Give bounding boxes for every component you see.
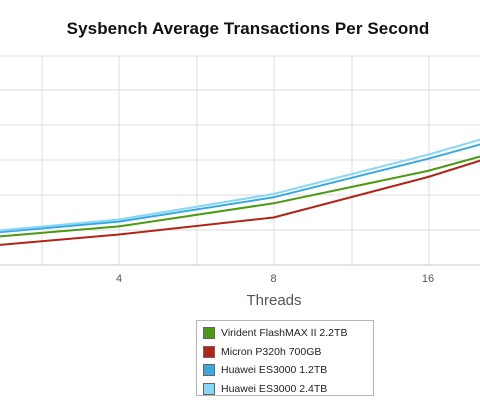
series-line xyxy=(0,159,480,246)
legend-swatch xyxy=(203,345,215,358)
legend-item: Huawei ES3000 1.2TB xyxy=(203,361,373,380)
legend-item: Huawei ES3000 2.4TB xyxy=(203,380,373,399)
legend-item: Micron P320h 700GB xyxy=(203,343,373,362)
x-tick-label: 8 xyxy=(270,273,276,285)
legend-item: Virident FlashMAX II 2.2TB xyxy=(203,324,373,343)
x-tick-label: 4 xyxy=(116,273,122,285)
legend-swatch xyxy=(203,382,215,395)
legend-label: Huawei ES3000 1.2TB xyxy=(221,364,328,377)
series-line xyxy=(0,143,480,234)
legend-label: Huawei ES3000 2.4TB xyxy=(221,382,328,395)
x-tick-label: 16 xyxy=(422,273,434,285)
series-line xyxy=(0,155,480,238)
chart-title: Sysbench Average Transactions Per Second xyxy=(66,19,430,38)
x-tick-labels: 4 8 16 xyxy=(116,273,434,285)
legend-swatch xyxy=(203,327,215,340)
series-lines xyxy=(0,138,480,246)
legend-label: Micron P320h 700GB xyxy=(221,345,322,358)
legend-label: Virident FlashMAX II 2.2TB xyxy=(221,327,348,340)
x-axis-title: Threads xyxy=(246,292,301,309)
series-line xyxy=(0,138,480,232)
legend-swatch xyxy=(203,364,215,377)
legend: Virident FlashMAX II 2.2TB Micron P320h 7… xyxy=(196,320,374,396)
grid xyxy=(0,55,480,266)
